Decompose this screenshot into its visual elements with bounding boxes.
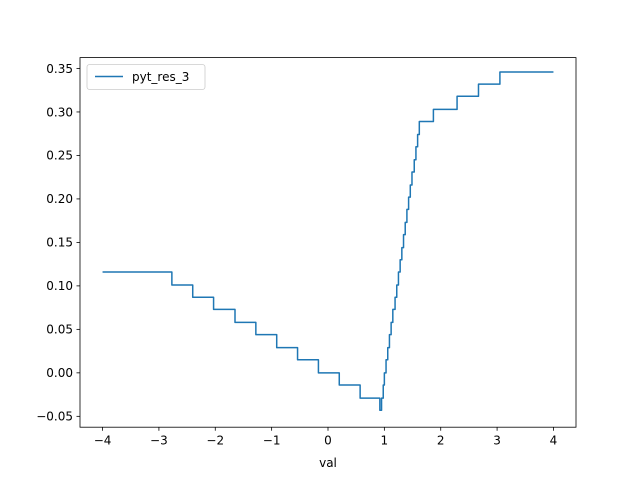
series-line-pyt_res_3 — [102, 71, 554, 411]
y-tick-label: 0.25 — [46, 149, 73, 163]
legend-box — [86, 64, 206, 90]
y-tick-label: 0.05 — [46, 323, 73, 337]
x-tick-label: −3 — [150, 434, 168, 448]
legend-label: pyt_res_3 — [132, 70, 189, 84]
plot-area — [102, 71, 554, 411]
y-axis-ticks: −0.05 0.00 0.05 0.10 0.15 0.20 0.25 0.30 0.35 — [36, 62, 80, 424]
x-tick-label: 4 — [550, 434, 558, 448]
x-tick-label: 3 — [493, 434, 501, 448]
y-tick-label: 0.15 — [46, 236, 73, 250]
y-tick-label: 0.20 — [46, 192, 73, 206]
axes: −4 −3 −2 −1 0 1 2 3 4 −0.05 0.00 0.05 0.10 0.15 0.20 0… — [36, 57, 577, 470]
y-tick-label: −0.05 — [36, 410, 73, 424]
x-axis-label: val — [319, 456, 337, 470]
y-tick-label: 0.00 — [46, 366, 73, 380]
x-tick-label: −4 — [94, 434, 112, 448]
x-tick-label: 1 — [381, 434, 389, 448]
x-tick-label: 2 — [437, 434, 445, 448]
x-tick-label: −1 — [263, 434, 281, 448]
y-tick-label: 0.35 — [46, 62, 73, 76]
legend: pyt_res_3 — [86, 64, 206, 90]
x-tick-label: 0 — [324, 434, 332, 448]
y-tick-label: 0.10 — [46, 279, 73, 293]
y-tick-label: 0.30 — [46, 105, 73, 119]
x-tick-label: −2 — [206, 434, 224, 448]
x-axis-ticks: −4 −3 −2 −1 0 1 2 3 4 — [94, 427, 558, 448]
